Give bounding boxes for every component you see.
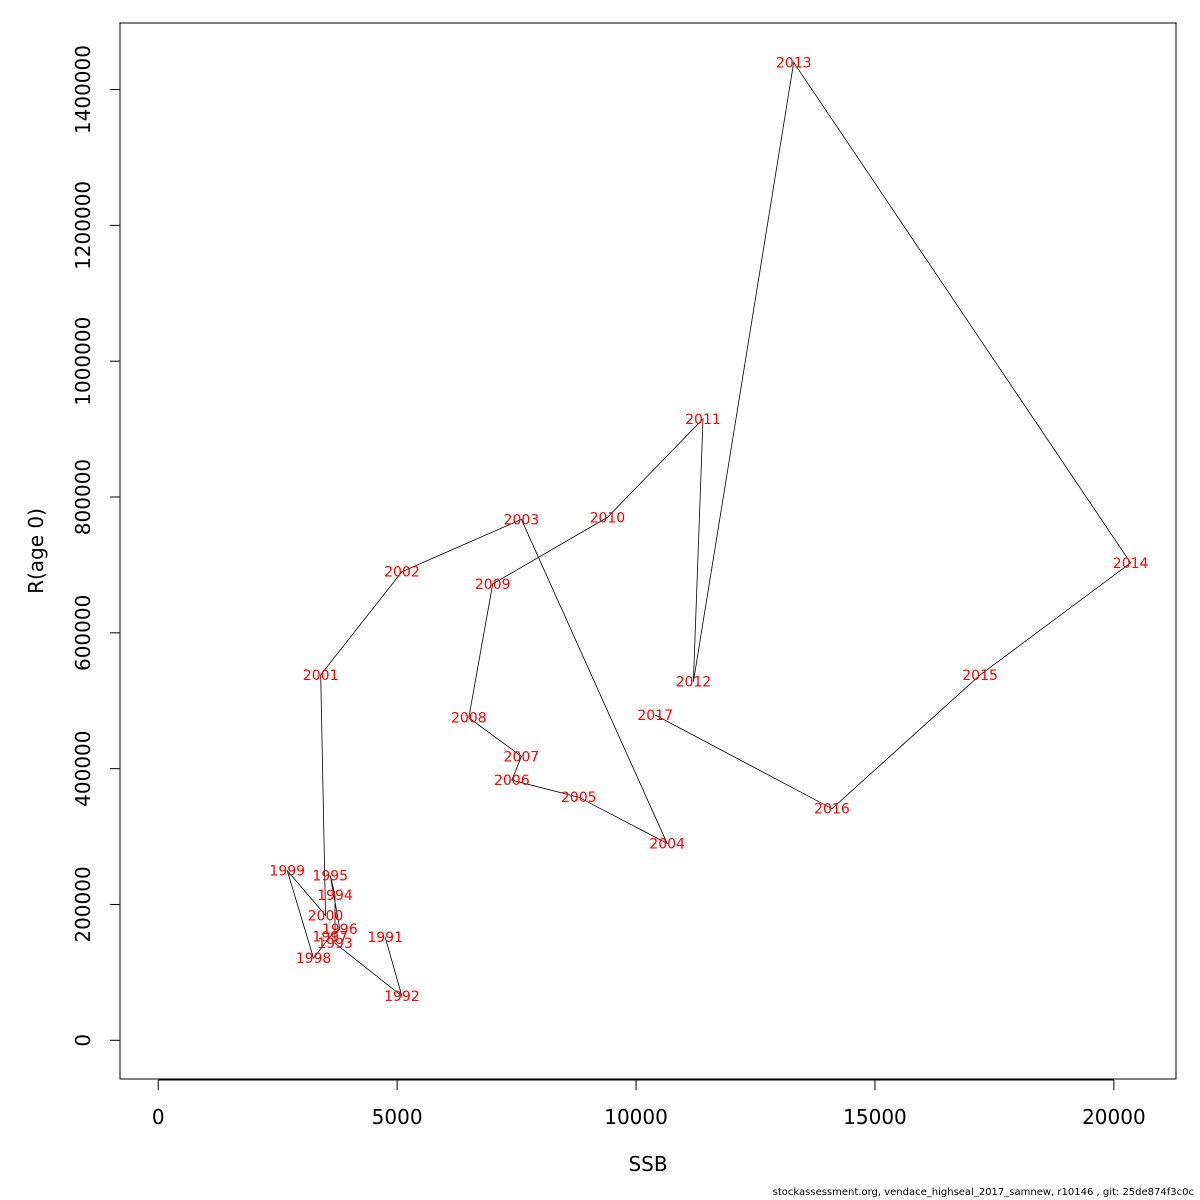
series-line [286,61,1132,998]
point-label-2017: 2017 [637,708,673,724]
point-label-2009: 2009 [475,577,511,593]
y-tick-label: 200000 [71,866,95,942]
point-label-1996: 1996 [322,922,358,938]
point-label-1995: 1995 [312,868,348,884]
x-axis: 0 5000 10000 15000 20000 [152,1079,1146,1129]
y-tick-label: 1000000 [71,317,95,406]
point-label-2003: 2003 [504,512,540,528]
point-label-2007: 2007 [504,749,540,765]
point-label-1999: 1999 [269,864,305,880]
point-label-2014: 2014 [1113,556,1149,572]
y-tick-label: 1400000 [71,45,95,134]
point-label-2008: 2008 [451,711,487,727]
y-axis: 0 200000 400000 600000 800000 1000000 1200000 1… [71,45,121,1047]
x-tick-label: 0 [152,1105,165,1129]
point-label-2011: 2011 [685,412,721,428]
point-label-2016: 2016 [814,802,850,818]
point-label-1997: 1997 [312,929,348,945]
point-label-2000: 2000 [308,908,344,924]
point-label-2002: 2002 [384,565,420,581]
footer-credit: stockassessment.org, vendace_highseal_20… [772,1187,1194,1198]
point-label-1991: 1991 [367,930,403,946]
point-label-2012: 2012 [676,675,712,691]
point-label-2010: 2010 [590,510,626,526]
y-tick-label: 1200000 [71,181,95,270]
point-label-1993: 1993 [317,936,353,952]
sr-trajectory-line [286,61,1132,998]
x-tick-label: 5000 [372,1105,423,1129]
point-label-2004: 2004 [649,836,685,852]
y-tick-label: 400000 [71,730,95,806]
y-tick-label: 800000 [71,459,95,535]
x-tick-label: 15000 [843,1105,907,1129]
x-axis-title: SSB [628,1152,667,1176]
point-label-2013: 2013 [776,55,812,71]
point-label-2015: 2015 [962,668,998,684]
y-tick-label: 600000 [71,595,95,671]
plot-frame [119,22,1177,1080]
y-axis-title: R(age 0) [24,508,48,594]
point-label-1998: 1998 [296,951,332,967]
point-label-1994: 1994 [317,888,353,904]
y-tick-label: 0 [71,1034,95,1047]
point-label-2001: 2001 [303,668,339,684]
point-label-2006: 2006 [494,773,530,789]
x-tick-label: 10000 [604,1105,668,1129]
x-tick-label: 20000 [1082,1105,1146,1129]
point-label-2005: 2005 [561,790,597,806]
point-label-1992: 1992 [384,989,420,1005]
